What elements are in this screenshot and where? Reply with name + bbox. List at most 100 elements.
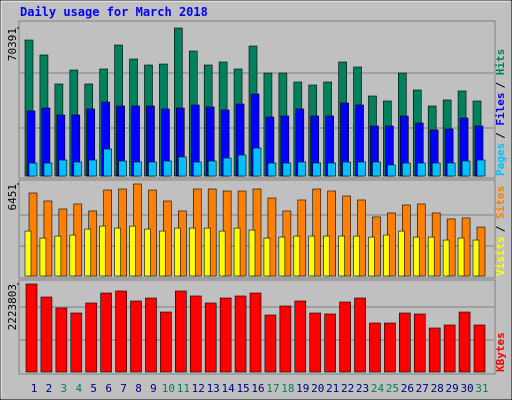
- bar: [192, 161, 202, 177]
- bar: [249, 292, 262, 373]
- x-tick-label: 25: [386, 382, 399, 395]
- bar: [70, 312, 83, 373]
- bar: [383, 234, 390, 277]
- bar: [442, 239, 450, 277]
- bar: [145, 297, 157, 373]
- legend: Visits / Sites: [494, 186, 507, 276]
- x-tick-label: 15: [236, 382, 249, 395]
- bar: [384, 322, 396, 373]
- bar: [160, 311, 172, 373]
- bar: [159, 230, 166, 277]
- bar: [342, 161, 351, 177]
- bar: [252, 147, 262, 177]
- legend: KBytes: [494, 332, 507, 372]
- bar: [327, 190, 336, 277]
- bar: [457, 237, 465, 277]
- bar: [144, 228, 151, 277]
- bar: [297, 161, 307, 177]
- bar: [372, 161, 381, 177]
- bar: [353, 235, 360, 277]
- x-tick-label: 10: [162, 382, 175, 395]
- x-tick-label: 30: [460, 382, 473, 395]
- x-tick-label: 27: [416, 382, 429, 395]
- bar: [416, 162, 426, 177]
- bar: [267, 162, 277, 177]
- x-tick-label: 12: [192, 382, 205, 395]
- bar: [263, 237, 271, 277]
- bar: [118, 160, 127, 177]
- x-tick-label: 18: [281, 382, 294, 395]
- bar: [178, 156, 187, 177]
- y-tick-label: 6451: [6, 184, 19, 211]
- legend-separator: /: [494, 132, 507, 139]
- bar: [237, 154, 247, 177]
- bar: [327, 162, 336, 177]
- x-tick-label: 4: [75, 382, 82, 395]
- bar: [279, 305, 292, 373]
- x-tick-label: 14: [222, 382, 236, 395]
- bar: [293, 235, 301, 277]
- bar: [312, 188, 322, 277]
- legend-separator: /: [494, 225, 507, 232]
- bar: [412, 236, 420, 277]
- bar: [218, 230, 226, 277]
- bar: [233, 227, 241, 277]
- x-tick-label: 7: [120, 382, 127, 395]
- x-tick-label: 21: [326, 382, 339, 395]
- bar: [222, 157, 232, 177]
- bar: [446, 162, 456, 177]
- bar: [431, 162, 441, 177]
- bar: [427, 236, 435, 277]
- bar: [163, 160, 172, 177]
- bar: [133, 161, 142, 177]
- bar: [399, 312, 411, 373]
- bar: [308, 235, 316, 277]
- bar: [148, 161, 157, 177]
- bar: [309, 312, 322, 373]
- bar: [294, 300, 307, 373]
- x-tick-label: 5: [90, 382, 97, 395]
- bar: [312, 162, 322, 177]
- bar: [398, 230, 405, 277]
- bar: [473, 324, 486, 373]
- bar: [203, 227, 211, 277]
- bar: [461, 160, 471, 177]
- bar: [267, 197, 277, 277]
- bar: [54, 235, 62, 277]
- bar: [368, 236, 375, 277]
- bar: [204, 302, 217, 373]
- legend-entry: Pages: [494, 143, 507, 176]
- x-tick-label: 23: [356, 382, 369, 395]
- x-tick-label: 29: [446, 382, 459, 395]
- x-tick-label: 11: [177, 382, 190, 395]
- bar: [282, 162, 292, 177]
- x-tick-label: 2: [46, 382, 53, 395]
- bar: [88, 159, 98, 177]
- legend: Pages / Files / Hits: [494, 49, 507, 176]
- bar: [114, 227, 121, 277]
- x-tick-label: 31: [475, 382, 488, 395]
- x-tick-label: 3: [61, 382, 68, 395]
- bar: [129, 225, 136, 277]
- x-tick-label: 8: [135, 382, 142, 395]
- bar: [28, 162, 38, 177]
- bar: [369, 322, 381, 373]
- bar: [39, 237, 47, 277]
- x-tick-label: 9: [150, 382, 157, 395]
- x-tick-label: 20: [311, 382, 324, 395]
- bar: [443, 324, 456, 373]
- x-tick-label: 28: [431, 382, 444, 395]
- bar: [428, 327, 441, 373]
- bar: [73, 161, 83, 177]
- bar: [58, 159, 68, 177]
- bar: [413, 313, 426, 373]
- x-tick-label: 26: [401, 382, 414, 395]
- bar: [402, 162, 411, 177]
- bar: [100, 292, 112, 373]
- bar: [234, 295, 247, 373]
- bar: [338, 235, 345, 277]
- legend-entry: Files: [494, 93, 507, 126]
- bar: [115, 290, 127, 373]
- x-tick-label: 17: [266, 382, 279, 395]
- bar: [472, 239, 480, 277]
